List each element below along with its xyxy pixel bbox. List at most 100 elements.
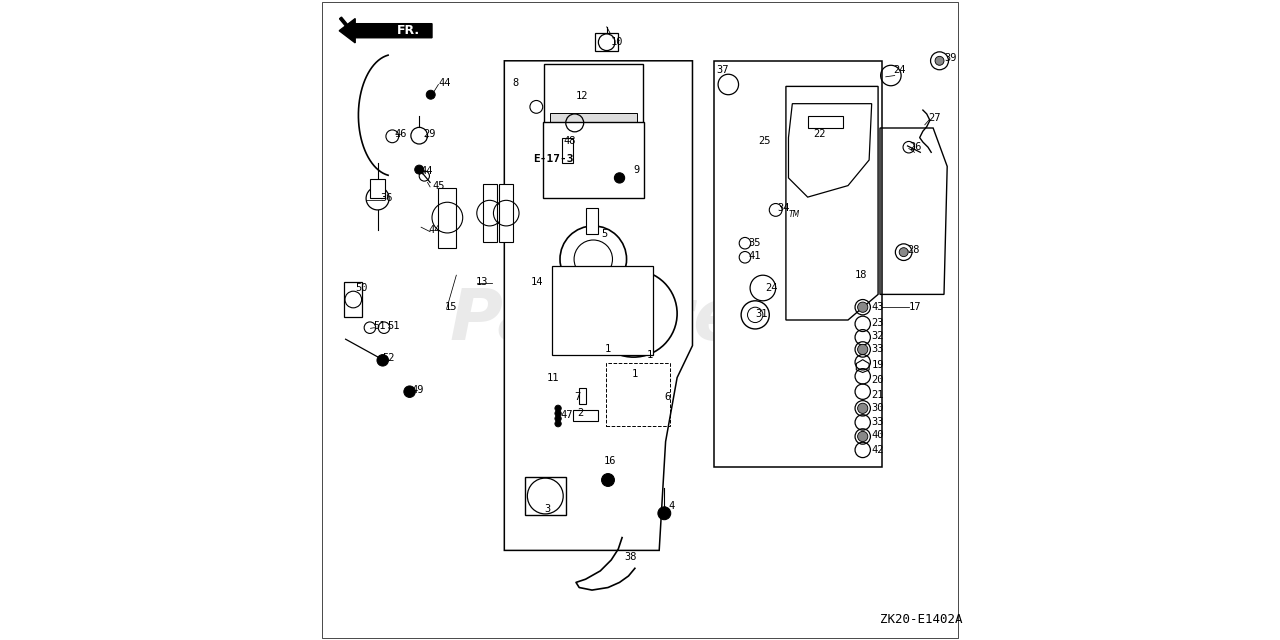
Text: 29: 29 <box>424 129 436 140</box>
Text: 16: 16 <box>604 456 616 466</box>
Circle shape <box>858 403 868 413</box>
Polygon shape <box>504 61 692 550</box>
Circle shape <box>599 34 616 51</box>
Bar <box>550 113 637 125</box>
Circle shape <box>934 56 945 65</box>
Circle shape <box>858 302 868 312</box>
Circle shape <box>404 386 415 397</box>
Polygon shape <box>714 61 882 467</box>
Text: 1: 1 <box>604 344 611 354</box>
Text: 28: 28 <box>908 244 920 255</box>
Text: 22: 22 <box>813 129 826 140</box>
Bar <box>544 64 644 128</box>
Bar <box>552 266 653 355</box>
Circle shape <box>554 420 561 427</box>
Text: 5: 5 <box>602 228 608 239</box>
Text: 20: 20 <box>872 374 884 385</box>
Text: 21: 21 <box>872 390 884 400</box>
Text: 1: 1 <box>632 369 637 380</box>
Text: 17: 17 <box>909 302 922 312</box>
Text: 27: 27 <box>928 113 941 124</box>
Circle shape <box>614 173 625 183</box>
Circle shape <box>602 474 614 486</box>
Text: 47: 47 <box>561 410 573 420</box>
Text: 44: 44 <box>438 78 451 88</box>
Text: 42: 42 <box>872 445 884 455</box>
Bar <box>579 388 586 404</box>
Text: 13: 13 <box>476 276 488 287</box>
Text: 14: 14 <box>531 276 544 287</box>
Text: 45: 45 <box>433 180 444 191</box>
Text: 7: 7 <box>575 392 581 402</box>
Text: 35: 35 <box>749 238 762 248</box>
Text: 32: 32 <box>872 331 884 341</box>
Text: 34: 34 <box>777 203 790 213</box>
Circle shape <box>415 165 424 174</box>
Bar <box>595 33 618 51</box>
Circle shape <box>426 90 435 99</box>
Text: 31: 31 <box>755 308 768 319</box>
Bar <box>808 116 844 128</box>
Text: E-17-3: E-17-3 <box>534 154 573 164</box>
Bar <box>370 179 385 198</box>
Text: 50: 50 <box>356 283 367 293</box>
Bar <box>573 410 599 421</box>
Circle shape <box>554 405 561 412</box>
Text: FR.: FR. <box>397 24 420 37</box>
Text: 39: 39 <box>945 52 956 63</box>
Text: 12: 12 <box>576 91 589 101</box>
Text: 3: 3 <box>544 504 550 514</box>
Text: 36: 36 <box>381 193 393 204</box>
Text: 6: 6 <box>664 392 671 402</box>
Circle shape <box>554 410 561 417</box>
Text: 11: 11 <box>548 372 559 383</box>
Text: ZK20-E1402A: ZK20-E1402A <box>881 613 963 626</box>
Bar <box>525 477 566 515</box>
Text: 1: 1 <box>646 350 653 360</box>
Text: 43: 43 <box>872 302 884 312</box>
Text: 37: 37 <box>717 65 730 76</box>
Text: PartTree: PartTree <box>449 285 792 355</box>
Text: 49: 49 <box>412 385 424 396</box>
Bar <box>607 363 671 426</box>
Text: 2: 2 <box>577 408 584 418</box>
Text: 19: 19 <box>872 360 884 370</box>
Bar <box>438 188 457 248</box>
Circle shape <box>858 344 868 355</box>
Bar <box>562 138 573 163</box>
Text: 38: 38 <box>625 552 636 562</box>
Bar <box>483 184 497 242</box>
Bar <box>344 282 362 317</box>
Text: 26: 26 <box>909 142 922 152</box>
Text: 15: 15 <box>445 302 457 312</box>
Circle shape <box>554 415 561 422</box>
Text: 33: 33 <box>872 344 884 354</box>
Text: 23: 23 <box>872 318 884 328</box>
Text: 4: 4 <box>668 500 675 511</box>
Text: TM: TM <box>788 210 800 219</box>
Text: 25: 25 <box>759 136 771 146</box>
Bar <box>543 122 644 198</box>
Text: 46: 46 <box>394 129 407 140</box>
Text: 9: 9 <box>634 164 640 175</box>
Text: 51: 51 <box>374 321 385 332</box>
Circle shape <box>378 355 389 366</box>
Text: 41: 41 <box>749 251 762 261</box>
Text: 51: 51 <box>387 321 399 332</box>
Text: 44: 44 <box>429 225 442 236</box>
FancyArrow shape <box>339 17 356 36</box>
Bar <box>499 184 513 242</box>
Text: 33: 33 <box>872 417 884 428</box>
Text: 24: 24 <box>765 283 777 293</box>
Text: 40: 40 <box>872 430 884 440</box>
Text: 52: 52 <box>383 353 396 364</box>
Text: 44: 44 <box>420 166 433 176</box>
Text: 24: 24 <box>893 65 905 76</box>
Circle shape <box>900 248 909 257</box>
Text: 18: 18 <box>855 270 867 280</box>
Circle shape <box>858 431 868 442</box>
Text: 48: 48 <box>563 136 576 146</box>
Text: 8: 8 <box>512 78 518 88</box>
Bar <box>585 208 598 234</box>
FancyArrow shape <box>339 19 433 43</box>
